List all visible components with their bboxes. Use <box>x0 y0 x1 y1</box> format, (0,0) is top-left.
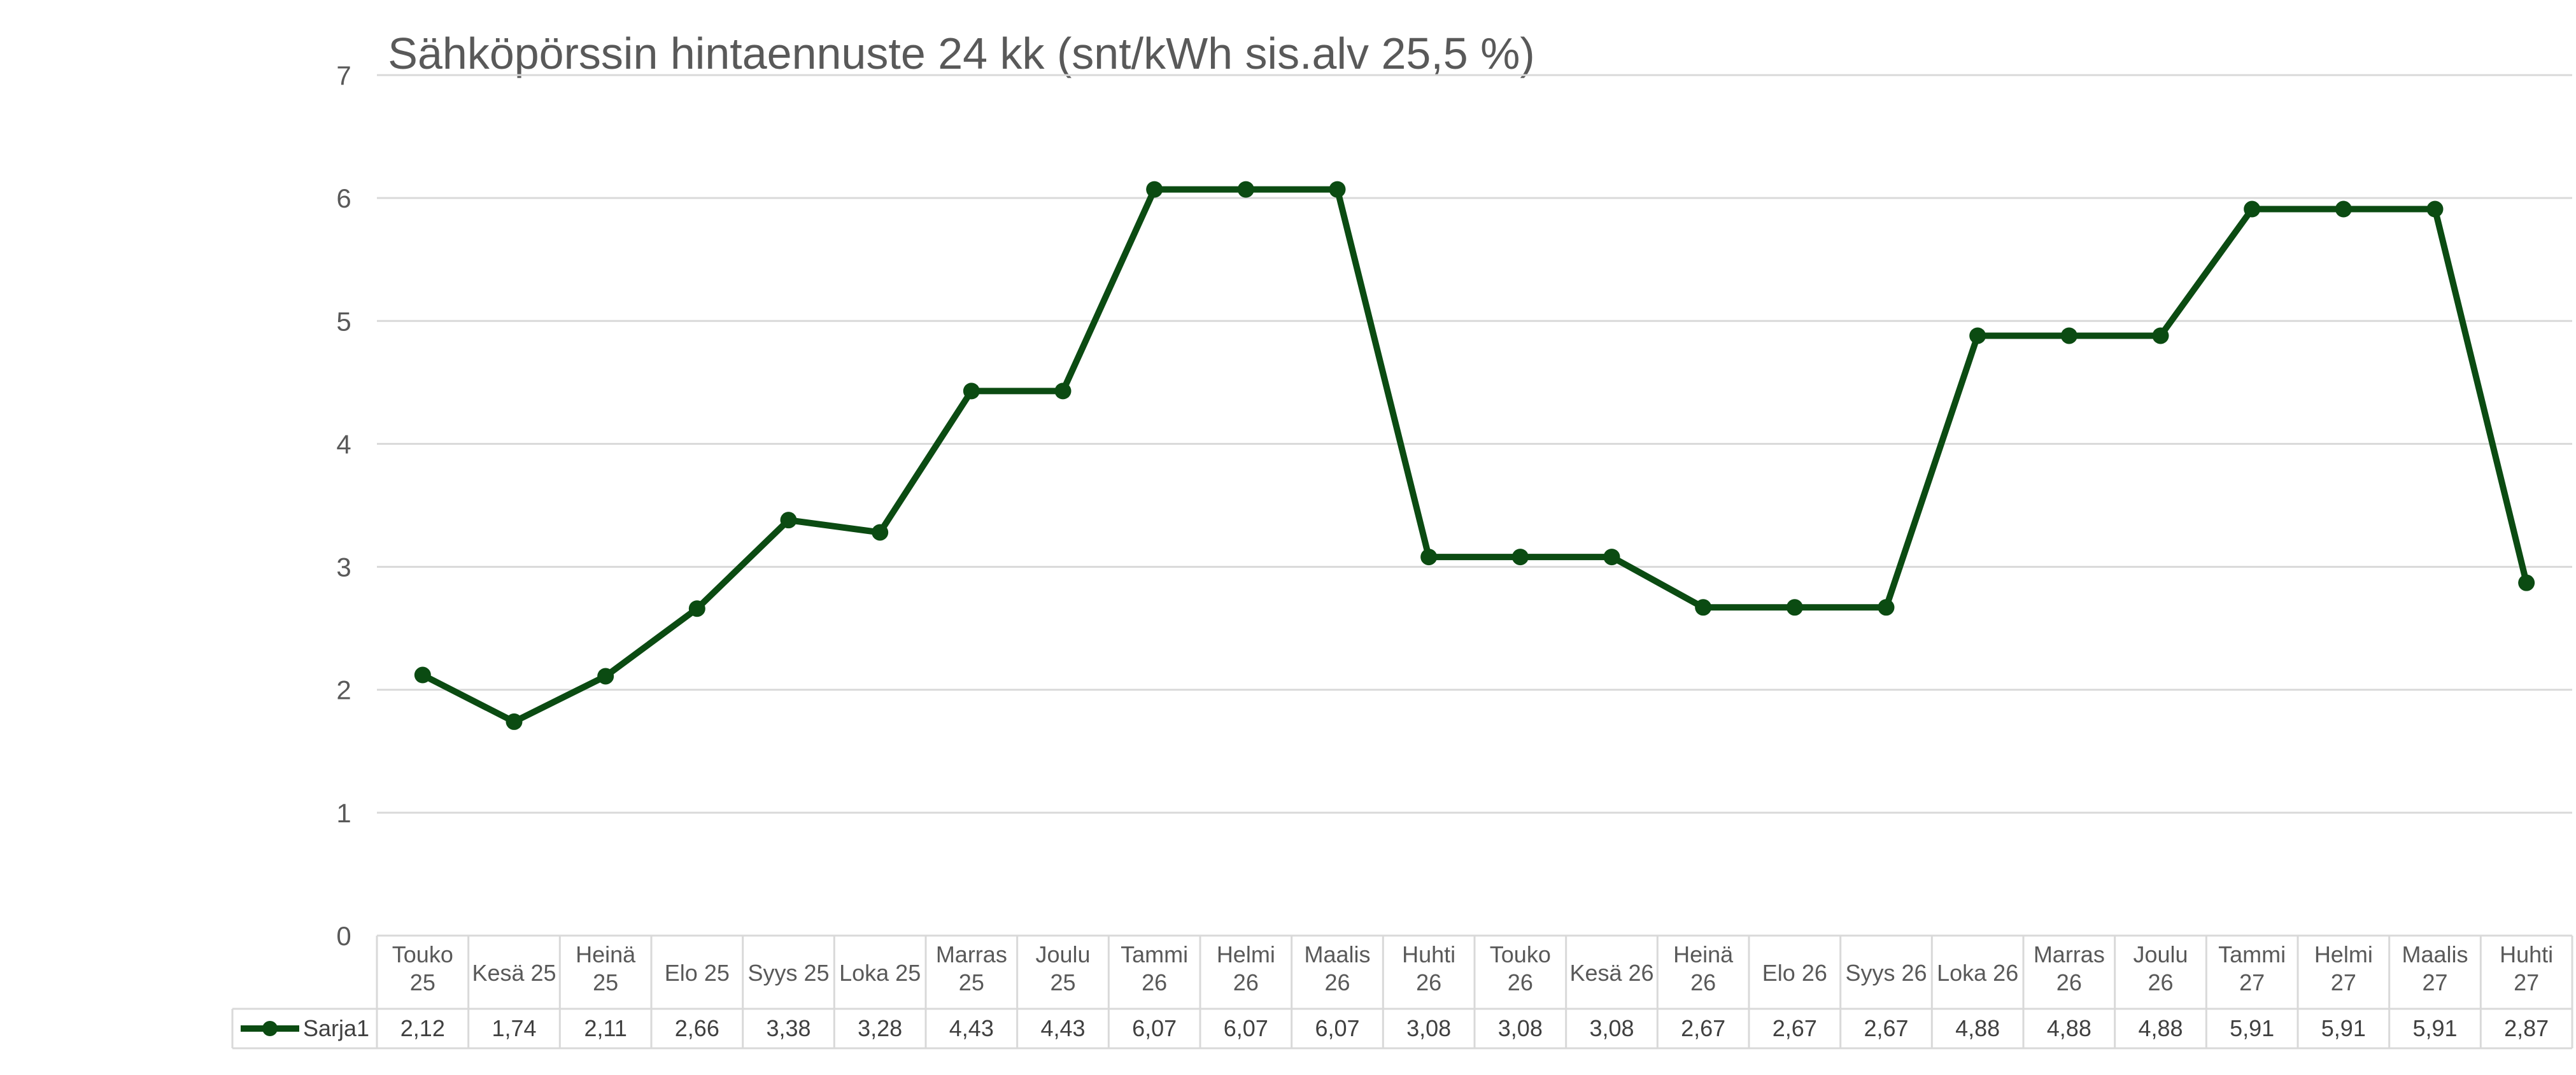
chart-title: Sähköpörssin hintaennuste 24 kk (snt/kWh… <box>388 29 1534 78</box>
data-table-value: 6,07 <box>1315 1015 1359 1041</box>
data-point <box>1786 599 1803 616</box>
data-table: Touko 25 Kesä 25 Heinä 25 Elo 25 Syys 25 Loka 2… <box>231 934 2573 1050</box>
legend-marker <box>262 1021 278 1036</box>
data-table-value: 3,38 <box>766 1015 810 1041</box>
data-table-value: 4,43 <box>949 1015 994 1041</box>
data-point <box>1237 181 1254 198</box>
category-label: Loka 25 <box>839 960 921 986</box>
data-point <box>2518 574 2535 591</box>
data-table-value: 6,07 <box>1132 1015 1177 1041</box>
category-label: Tammi 26 <box>1121 941 1188 995</box>
data-point <box>2060 327 2077 344</box>
category-label: Touko 25 <box>392 941 453 995</box>
data-point <box>414 666 431 684</box>
category-label: Marras 25 <box>936 941 1007 995</box>
y-tick-label: 6 <box>336 183 351 213</box>
category-label: Helmi 26 <box>1217 941 1275 995</box>
y-tick-label: 1 <box>336 798 351 828</box>
data-point <box>2244 200 2261 218</box>
data-table-value: 4,43 <box>1040 1015 1085 1041</box>
category-label: Maalis 27 <box>2402 941 2468 995</box>
data-point <box>688 600 705 617</box>
series-line <box>419 186 2530 725</box>
data-table-value: 3,08 <box>1406 1015 1451 1041</box>
category-label: Syys 26 <box>1845 960 1927 986</box>
data-point <box>1054 383 1072 400</box>
data-table-value: 2,67 <box>1773 1015 1817 1041</box>
category-label: Heinä 26 <box>1673 941 1734 995</box>
category-label: Huhti 27 <box>2500 941 2553 995</box>
data-point <box>506 713 523 730</box>
data-point <box>2335 200 2352 218</box>
data-table-value: 2,66 <box>675 1015 719 1041</box>
data-point <box>1329 181 1346 198</box>
data-table-value: 1,74 <box>492 1015 536 1041</box>
y-tick-label: 4 <box>336 429 351 459</box>
y-tick-label: 3 <box>336 552 351 582</box>
data-point <box>1695 599 1712 616</box>
data-table-value: 2,67 <box>1864 1015 1908 1041</box>
data-point <box>1878 599 1895 616</box>
data-point <box>1420 549 1438 566</box>
data-table-value: 4,88 <box>2047 1015 2091 1041</box>
series-sarja1 <box>414 181 2535 730</box>
category-label: Joulu 25 <box>1035 941 1090 995</box>
data-table-value: 5,91 <box>2321 1015 2366 1041</box>
data-point <box>2426 200 2444 218</box>
category-label: Heinä 25 <box>576 941 636 995</box>
category-label: Loka 26 <box>1937 960 2018 986</box>
data-table-value: 6,07 <box>1224 1015 1268 1041</box>
data-point <box>2152 327 2169 344</box>
category-label: Joulu 26 <box>2133 941 2188 995</box>
category-label: Huhti 26 <box>1402 941 1455 995</box>
category-label: Marras 26 <box>2034 941 2105 995</box>
data-point <box>1146 181 1163 198</box>
data-point <box>1603 549 1620 566</box>
category-label: Tammi 27 <box>2218 941 2286 995</box>
category-label: Touko 26 <box>1490 941 1551 995</box>
category-label: Helmi 27 <box>2314 941 2373 995</box>
data-table-value: 2,87 <box>2504 1015 2549 1041</box>
data-table-value: 2,12 <box>400 1015 445 1041</box>
data-table-value: 5,91 <box>2230 1015 2274 1041</box>
data-table-value: 5,91 <box>2412 1015 2457 1041</box>
data-point <box>597 668 614 685</box>
category-label: Elo 26 <box>1762 960 1827 986</box>
gridlines <box>377 74 2572 814</box>
data-point <box>780 512 797 529</box>
data-point <box>872 524 889 541</box>
category-label: Kesä 26 <box>1569 960 1653 986</box>
data-table-value: 2,11 <box>584 1015 626 1041</box>
data-point <box>1511 549 1529 566</box>
data-table-value: 2,67 <box>1681 1015 1725 1041</box>
data-table-value: 4,88 <box>1955 1015 2000 1041</box>
data-table-value: 3,28 <box>858 1015 902 1041</box>
category-label: Elo 25 <box>665 960 730 986</box>
y-tick-label: 5 <box>336 306 351 336</box>
legend-label: Sarja1 <box>303 1015 369 1041</box>
data-table-value: 3,08 <box>1498 1015 1543 1041</box>
y-tick-label: 2 <box>336 675 351 705</box>
y-tick-label: 7 <box>336 60 351 90</box>
category-label: Kesä 25 <box>472 960 556 986</box>
category-label: Maalis 26 <box>1304 941 1370 995</box>
data-table-value: 3,08 <box>1589 1015 1634 1041</box>
y-axis-ticks: 0 1 2 3 4 5 6 7 <box>336 60 351 951</box>
data-point <box>963 383 980 400</box>
data-table-value: 4,88 <box>2138 1015 2183 1041</box>
y-tick-label: 0 <box>336 921 351 951</box>
data-point <box>1969 327 1986 344</box>
category-label: Syys 25 <box>747 960 829 986</box>
